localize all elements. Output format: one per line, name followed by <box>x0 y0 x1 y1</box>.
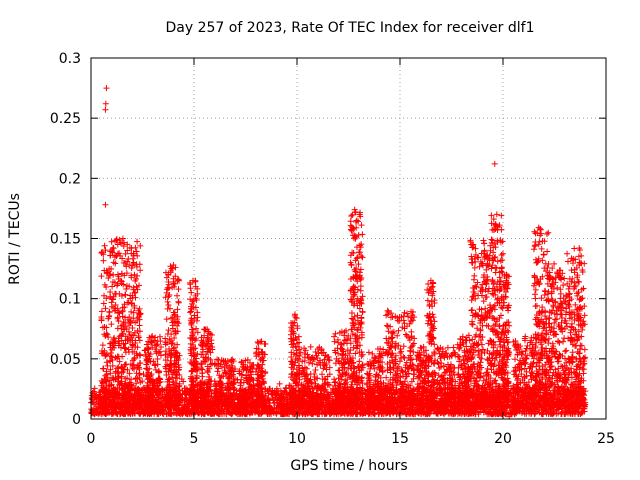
data-point <box>288 370 295 377</box>
data-point <box>123 285 130 292</box>
data-point <box>163 316 170 323</box>
data-point <box>140 371 147 378</box>
data-point <box>137 267 144 274</box>
data-points <box>88 85 589 420</box>
data-point <box>188 289 195 296</box>
data-point <box>98 273 105 280</box>
data-point <box>181 405 188 412</box>
data-point <box>109 283 116 290</box>
data-point <box>99 324 106 331</box>
data-point <box>100 257 107 264</box>
data-point <box>108 321 115 328</box>
data-point <box>122 345 129 352</box>
data-point <box>276 380 283 387</box>
data-point <box>128 308 135 315</box>
data-point <box>129 255 136 262</box>
data-point <box>99 342 106 349</box>
data-point <box>175 298 182 305</box>
data-point <box>98 308 105 315</box>
data-point <box>103 359 110 366</box>
data-point <box>275 388 282 395</box>
data-point <box>174 292 181 299</box>
data-point <box>178 376 185 382</box>
data-point <box>205 369 212 376</box>
data-point <box>135 332 142 339</box>
data-point <box>91 385 98 392</box>
data-point <box>174 306 181 313</box>
data-point <box>187 309 194 316</box>
data-point <box>108 238 115 245</box>
data-point <box>131 356 138 362</box>
data-point <box>136 337 143 344</box>
data-point <box>134 238 141 245</box>
data-point <box>101 242 108 249</box>
data-point <box>175 276 182 283</box>
data-point <box>132 375 139 382</box>
data-point <box>252 368 259 375</box>
data-point <box>170 280 177 287</box>
data-point <box>194 309 201 316</box>
data-point <box>151 362 158 369</box>
data-point <box>165 302 172 309</box>
data-point <box>122 291 129 298</box>
